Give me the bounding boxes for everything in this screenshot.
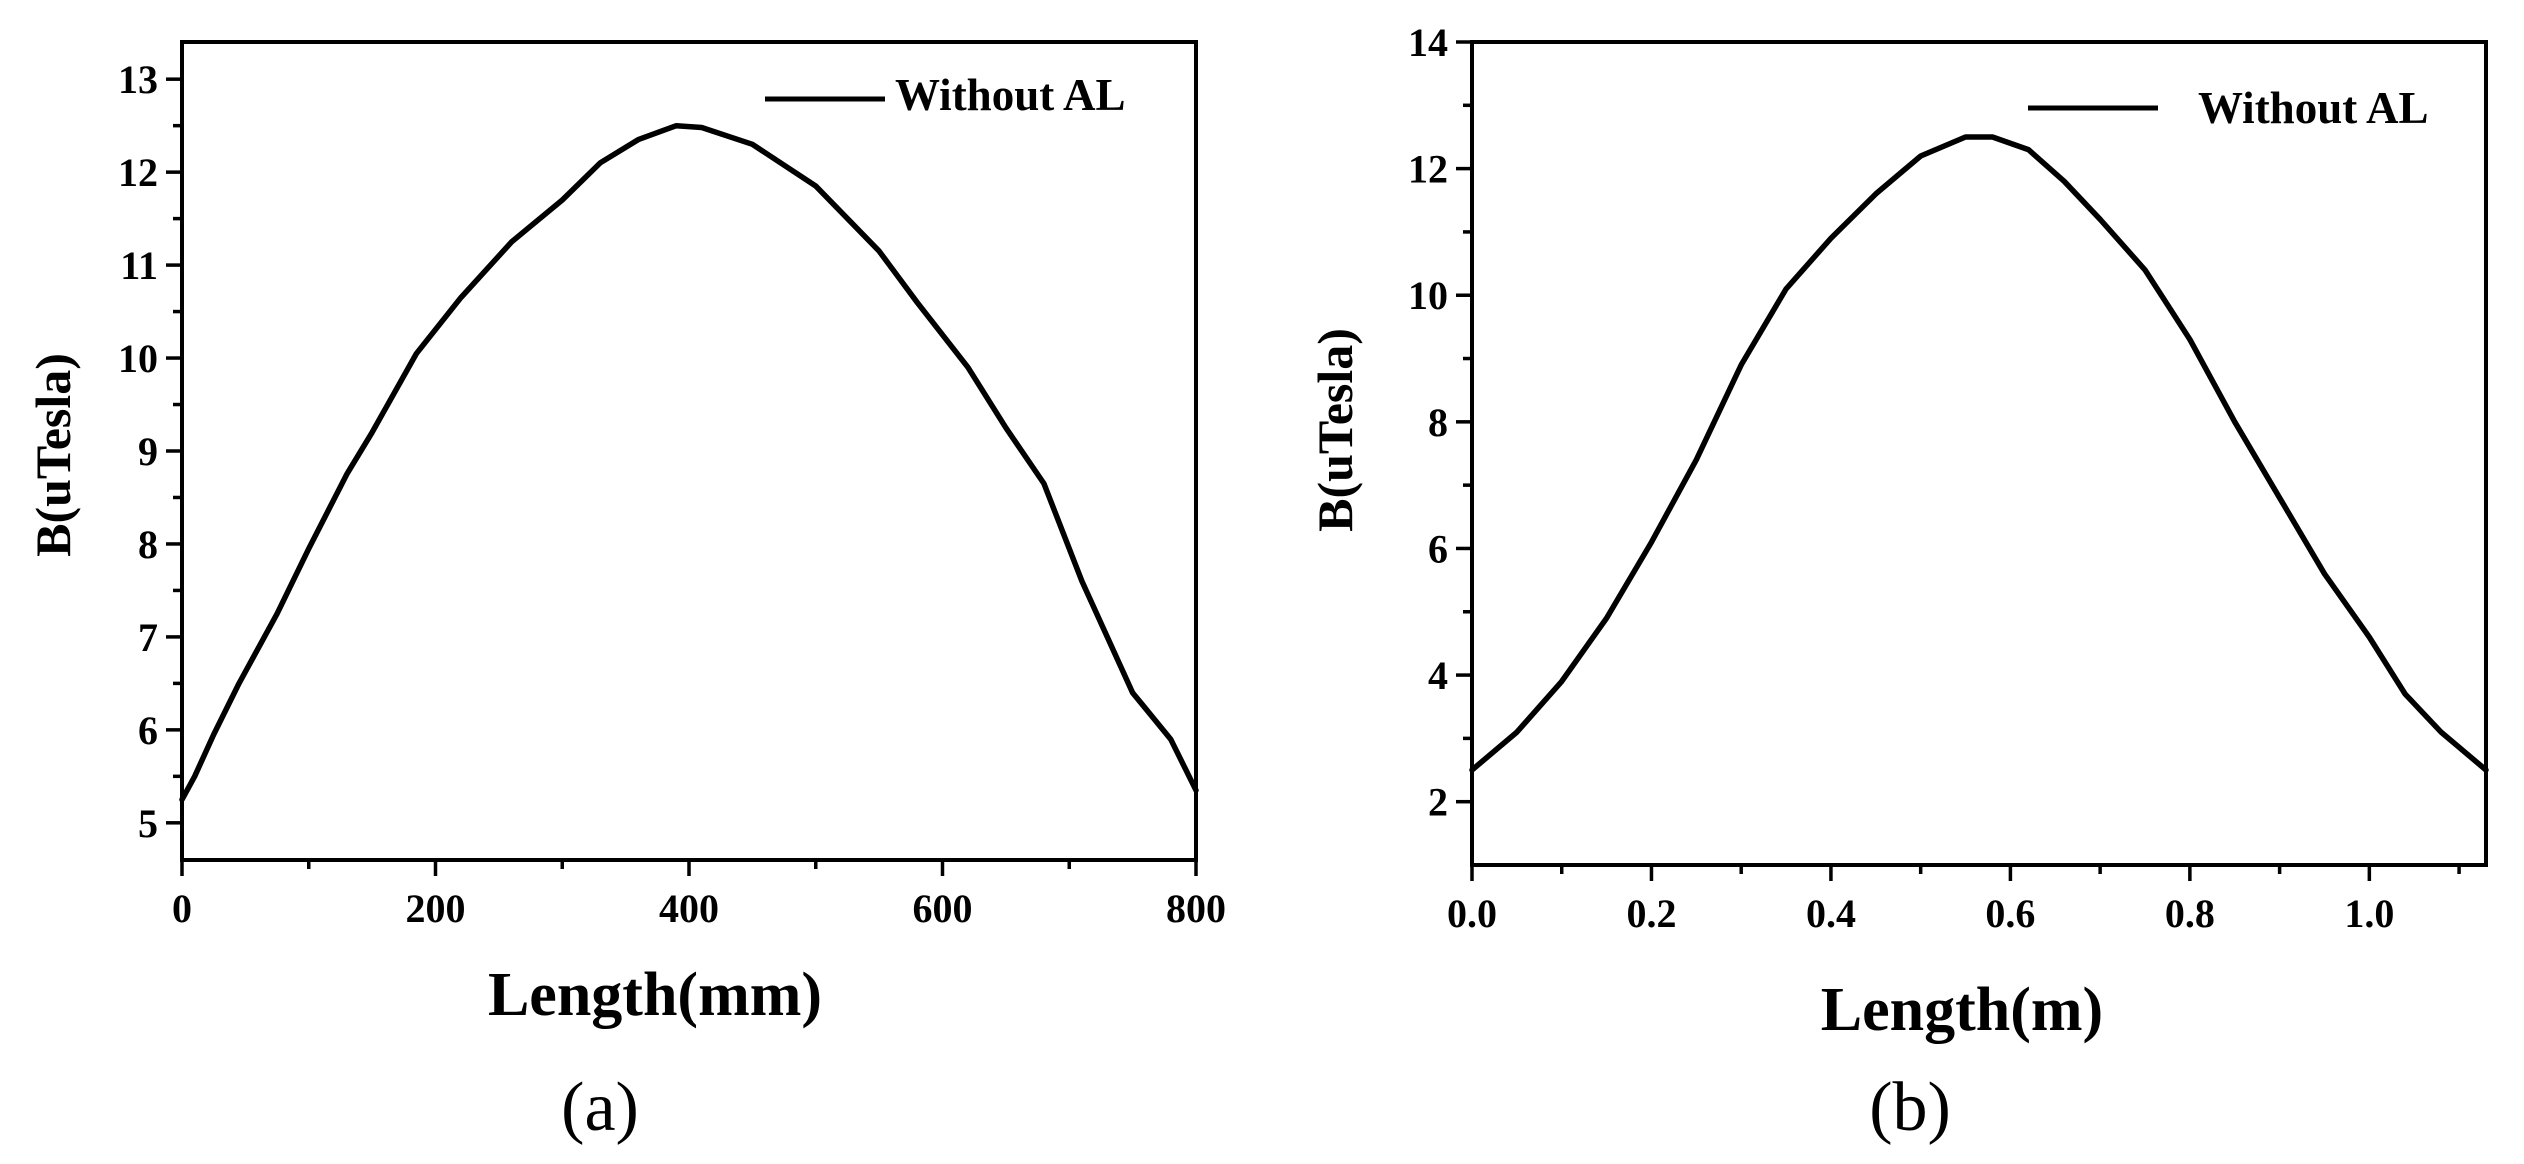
- y-tick-label: 2: [1428, 780, 1448, 825]
- legend-label: Without AL: [2198, 83, 2429, 133]
- x-tick-label: 600: [913, 886, 973, 931]
- y-tick-label: 6: [1428, 526, 1448, 571]
- y-tick-label: 8: [1428, 400, 1448, 445]
- series-line: [1469, 134, 2489, 773]
- y-tick-label: 9: [138, 429, 158, 474]
- y-tick-label: 4: [1428, 653, 1448, 698]
- y-tick-label: 10: [1408, 273, 1448, 318]
- x-tick-labels: 0 200 400 600 800: [172, 886, 1226, 931]
- chart-panel-a: 0 200 400 600 800 5 6 7 8 9 10 11 12 13 Without AL L…: [25, 40, 1226, 1146]
- y-tick-label: 10: [118, 336, 158, 381]
- y-axis-label: B(uTesla): [25, 353, 81, 557]
- x-tick-label: 800: [1166, 886, 1226, 931]
- legend-label: Without AL: [895, 70, 1126, 120]
- y-tick-label: 12: [118, 150, 158, 195]
- x-axis-label: Length(m): [1821, 976, 2103, 1044]
- plot-frame: [180, 40, 1198, 862]
- tick-marks: [166, 77, 1198, 876]
- panel-label: (b): [1869, 1069, 1951, 1146]
- y-tick-label: 5: [138, 801, 158, 846]
- series-line: [179, 122, 1199, 803]
- y-tick-label: 12: [1408, 147, 1448, 192]
- x-tick-label: 1.0: [2344, 891, 2394, 936]
- y-tick-label: 7: [138, 615, 158, 660]
- x-tick-labels: 0.0 0.2 0.4 0.6 0.8 1.0: [1447, 891, 2394, 936]
- y-tick-label: 11: [120, 243, 158, 288]
- x-tick-label: 400: [659, 886, 719, 931]
- x-axis-label: Length(mm): [488, 961, 822, 1029]
- y-tick-label: 6: [138, 708, 158, 753]
- y-tick-labels: 5 6 7 8 9 10 11 12 13: [118, 57, 158, 846]
- x-tick-label: 200: [406, 886, 466, 931]
- plot-frame: [1470, 40, 2488, 867]
- y-tick-label: 14: [1408, 20, 1448, 65]
- x-tick-label: 0.4: [1806, 891, 1856, 936]
- x-tick-label: 0: [172, 886, 192, 931]
- x-tick-label: 0.0: [1447, 891, 1497, 936]
- chart-panel-b: 0.0 0.2 0.4 0.6 0.8 1.0 2 4 6 8 10 12 14 Without AL…: [1307, 20, 2489, 1146]
- x-tick-label: 0.6: [1985, 891, 2035, 936]
- x-tick-label: 0.2: [1626, 891, 1676, 936]
- panel-label: (a): [561, 1069, 639, 1146]
- tick-marks: [1456, 40, 2461, 881]
- y-tick-label: 8: [138, 522, 158, 567]
- y-tick-label: 13: [118, 57, 158, 102]
- y-axis-label: B(uTesla): [1307, 328, 1363, 532]
- x-tick-label: 0.8: [2165, 891, 2215, 936]
- y-tick-labels: 2 4 6 8 10 12 14: [1408, 20, 1448, 825]
